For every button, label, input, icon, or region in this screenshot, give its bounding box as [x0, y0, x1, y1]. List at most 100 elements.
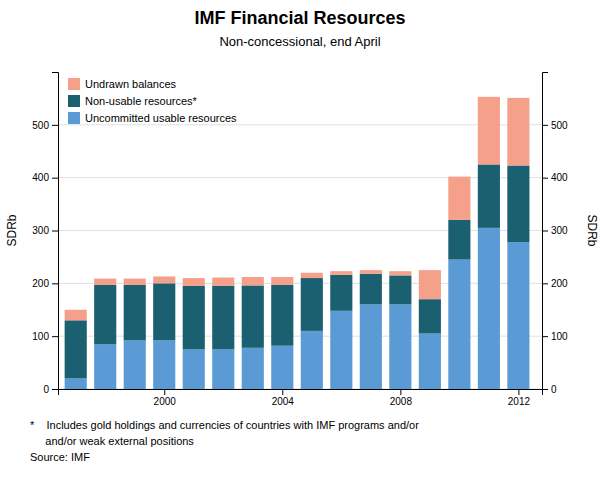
bar [124, 279, 146, 285]
tick-label: 200 [32, 278, 49, 289]
bar [212, 278, 234, 286]
tick: 400 [32, 172, 58, 183]
tick-label: 0 [43, 384, 49, 395]
bar [507, 242, 529, 389]
tick-mark [542, 231, 548, 232]
tick: 200 [32, 278, 58, 289]
tick-mark [164, 389, 165, 395]
axis-line [59, 390, 543, 396]
bar [153, 340, 175, 389]
tick-mark [542, 125, 548, 126]
tick-label: 400 [32, 172, 49, 183]
tick: 2008 [390, 389, 413, 407]
bar [242, 285, 264, 347]
tick-label: 0 [551, 384, 557, 395]
bar [478, 228, 500, 389]
tick-mark [542, 389, 548, 390]
bar [389, 275, 411, 304]
tick-mark [542, 283, 548, 284]
tick-label: 400 [551, 172, 568, 183]
bar [212, 286, 234, 349]
tick-label: 300 [32, 225, 49, 236]
bar [242, 348, 264, 389]
tick-mark [518, 389, 519, 395]
bar [271, 346, 293, 389]
tick: 300 [542, 225, 568, 236]
bar [507, 98, 529, 166]
legend-item: Undrawn balances [68, 78, 177, 90]
y-axis-title: SDRb [5, 214, 19, 246]
bar [330, 275, 352, 311]
bar [183, 349, 205, 389]
tick: 500 [32, 120, 58, 131]
bar [419, 334, 441, 389]
bar [507, 166, 529, 243]
bar [478, 97, 500, 165]
tick-label: 500 [32, 120, 49, 131]
footnote: and/or weak external positions [30, 435, 194, 447]
legend-label: Uncommitted usable resources [85, 112, 237, 124]
tick-mark [542, 178, 548, 179]
bar [389, 271, 411, 275]
tick: 300 [32, 225, 58, 236]
bar [94, 279, 116, 285]
bar [360, 270, 382, 274]
axis-line [543, 73, 549, 390]
tick: 0 [542, 384, 557, 395]
subtitle: Non-concessional, end April [219, 34, 380, 49]
grid-line [58, 124, 542, 125]
bar [448, 220, 470, 260]
tick-mark [52, 231, 58, 232]
tick-mark [52, 336, 58, 337]
legend-item: Uncommitted usable resources [68, 112, 237, 124]
bar [65, 378, 87, 389]
bar [65, 310, 87, 321]
tick-label: 100 [551, 331, 568, 342]
legend-swatch [68, 78, 80, 90]
tick-label: 2004 [272, 396, 295, 407]
bar-series [65, 164, 530, 378]
bar [448, 177, 470, 220]
tick: 2004 [272, 389, 295, 407]
bar-series [65, 97, 530, 320]
tick-mark [52, 125, 58, 126]
legend-swatch [68, 112, 80, 124]
tick: 0 [43, 384, 58, 395]
legend-swatch [68, 95, 80, 107]
tick-mark [52, 178, 58, 179]
footnote: * Includes gold holdings and currencies … [30, 419, 419, 431]
bar [271, 285, 293, 346]
x-axis: 2000200420082012 [59, 389, 543, 407]
bar [419, 299, 441, 333]
chart: IMF Financial Resources Non-concessional,… [0, 0, 600, 491]
legend-label: Undrawn balances [85, 78, 177, 90]
grid [58, 125, 542, 389]
bar [65, 320, 87, 378]
bar [419, 270, 441, 299]
bar [360, 304, 382, 389]
tick: 200 [542, 278, 568, 289]
bar [389, 304, 411, 389]
tick-label: 2012 [508, 396, 531, 407]
bar [448, 260, 470, 389]
bar [301, 278, 323, 331]
tick-mark [52, 283, 58, 284]
tick-label: 300 [551, 225, 568, 236]
bar [301, 331, 323, 389]
tick-mark [52, 389, 58, 390]
legend: Undrawn balancesNon-usable resources*Unc… [68, 78, 237, 124]
tick: 2012 [508, 389, 531, 407]
tick-mark [282, 389, 283, 395]
y2-axis: 0100200300400500 [542, 73, 568, 395]
bar [94, 344, 116, 389]
bar [153, 283, 175, 340]
tick: 400 [542, 172, 568, 183]
tick-mark [542, 336, 548, 337]
bar [271, 277, 293, 285]
bar [301, 273, 323, 278]
bar [212, 349, 234, 389]
tick-mark [400, 389, 401, 395]
footnote: Source: IMF [30, 451, 90, 463]
title: IMF Financial Resources [194, 8, 405, 28]
bar [360, 274, 382, 305]
